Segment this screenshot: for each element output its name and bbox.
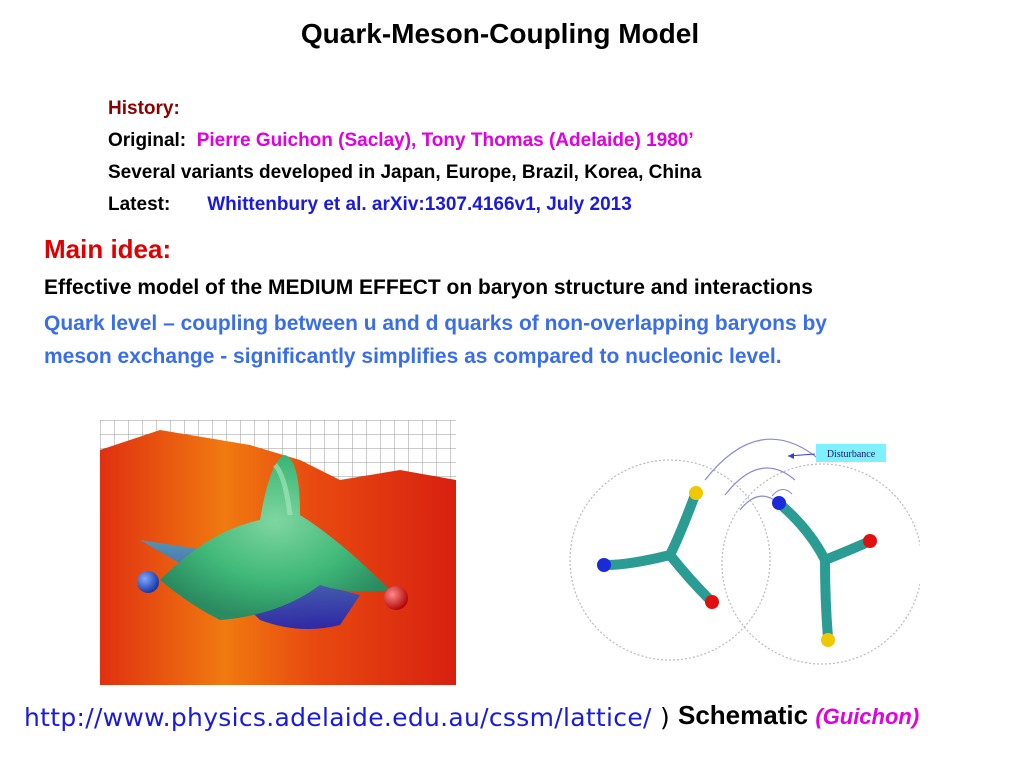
schematic-caption: Schematic (Guichon) [678,700,919,731]
original-label: Original: [108,130,187,151]
main-idea-heading: Main idea: [44,234,172,264]
lattice-flux-tube-image [100,420,456,685]
main-idea-line3: meson exchange - significantly simplifie… [44,345,782,368]
schematic-credit: (Guichon) [815,704,920,729]
history-latest: Latest: Whittenbury et al. arXiv:1307.41… [108,190,632,220]
url-text[interactable]: http://www.physics.adelaide.edu.au/cssm/… [24,703,652,732]
history-variants: Several variants developed in Japan, Eur… [108,162,702,183]
main-idea-line1: Effective model of the MEDIUM EFFECT on … [44,276,813,299]
disturbance-label: Disturbance [827,449,876,460]
lattice-url[interactable]: http://www.physics.adelaide.edu.au/cssm/… [24,703,670,732]
latest-label: Latest: [108,194,171,215]
slide-title: Quark-Meson-Coupling Model [300,18,700,49]
url-close-paren: ) [659,703,671,732]
history-heading: History: [108,98,180,119]
schematic-label: Schematic [678,700,809,730]
main-idea-line2: Quark level – coupling between u and d q… [44,312,827,335]
disturbance-box [816,444,886,462]
baryon-schematic-diagram: Disturbance [560,420,923,690]
latest-value: Whittenbury et al. arXiv:1307.4166v1, Ju… [207,194,632,215]
original-value: Pierre Guichon (Saclay), Tony Thomas (Ad… [196,130,694,151]
history-original: Original: Pierre Guichon (Saclay), Tony … [108,126,694,156]
